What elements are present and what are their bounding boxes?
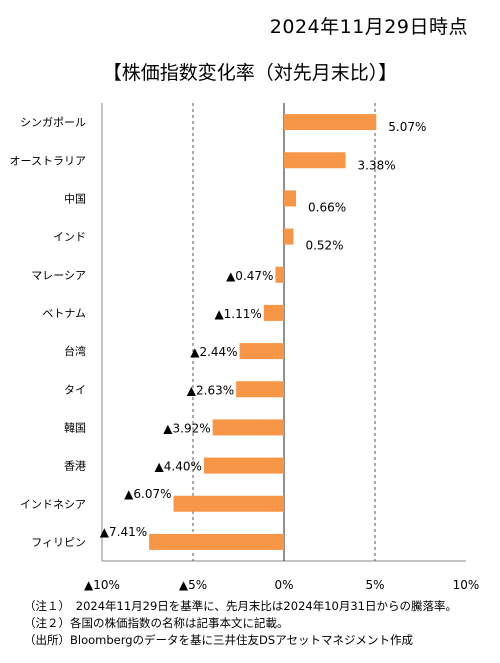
- bar: [212, 419, 284, 436]
- x-tick-label: ▲10%: [84, 578, 120, 592]
- note-source: （出所）Bloombergのデータを基に三井住友DSアセットマネジメント作成: [24, 633, 413, 647]
- value-label: 5.07%: [388, 120, 426, 134]
- category-label: 韓国: [64, 421, 86, 434]
- note-2: （注２）各国の株価指数の名称は記事本文に記載。: [24, 616, 289, 630]
- bar: [239, 343, 284, 360]
- bars-group: [149, 114, 377, 550]
- bar: [275, 266, 284, 283]
- x-tick-label: 0%: [274, 578, 293, 592]
- as-of-date: 2024年11月29日時点: [269, 16, 468, 38]
- category-label: インドネシア: [20, 498, 86, 511]
- bar: [173, 495, 284, 512]
- x-tick-label: ▲5%: [179, 578, 207, 592]
- value-label: 3.38%: [358, 158, 396, 172]
- bar: [284, 228, 294, 245]
- value-label: ▲4.40%: [155, 460, 202, 474]
- bar: [284, 152, 346, 169]
- note-1: （注１） 2024年11月29日を基準に、先月末比は2024年10月31日からの…: [24, 599, 457, 613]
- category-labels: シンガポールオーストラリア中国インドマレーシアベトナム台湾タイ韓国香港インドネシ…: [10, 116, 86, 549]
- category-label: マレーシア: [31, 269, 86, 282]
- category-label: 台湾: [64, 344, 86, 358]
- bar: [203, 457, 284, 474]
- category-label: シンガポール: [20, 116, 86, 129]
- value-label: ▲1.11%: [214, 307, 261, 321]
- value-label: 0.52%: [305, 239, 343, 253]
- category-label: フィリピン: [31, 536, 86, 549]
- bar: [284, 114, 377, 131]
- bar: [284, 190, 297, 207]
- value-label: ▲2.63%: [187, 383, 234, 397]
- value-label: ▲7.41%: [100, 525, 147, 539]
- value-label: ▲2.44%: [190, 345, 237, 359]
- bar: [149, 533, 284, 550]
- value-label: 0.66%: [308, 200, 346, 214]
- footnotes: （注１） 2024年11月29日を基準に、先月末比は2024年10月31日からの…: [24, 598, 457, 649]
- value-label: ▲6.07%: [124, 487, 171, 501]
- category-label: ベトナム: [42, 307, 86, 320]
- bar: [236, 381, 284, 398]
- value-label: ▲3.92%: [163, 421, 210, 435]
- category-label: 香港: [64, 460, 86, 473]
- x-tick-label: 10%: [453, 578, 480, 592]
- bar: [263, 304, 284, 321]
- x-tick-label: 5%: [365, 578, 384, 592]
- chart-title: 【株価指数変化率（対先月末比）】: [102, 62, 398, 84]
- value-label: ▲0.47%: [226, 269, 273, 283]
- value-labels: 5.07% 3.38% 0.66% 0.52% ▲0.47% ▲1.11% ▲2.44% ▲2…: [100, 120, 427, 539]
- x-tick-labels: ▲10% ▲5% 0% 5% 10%: [84, 578, 479, 592]
- category-label: オーストラリア: [10, 154, 86, 167]
- category-label: タイ: [64, 383, 86, 396]
- bar-chart: シンガポールオーストラリア中国インドマレーシアベトナム台湾タイ韓国香港インドネシ…: [10, 103, 479, 592]
- grid-lines: [192, 103, 376, 561]
- category-label: 中国: [64, 192, 86, 205]
- category-label: インド: [53, 231, 86, 244]
